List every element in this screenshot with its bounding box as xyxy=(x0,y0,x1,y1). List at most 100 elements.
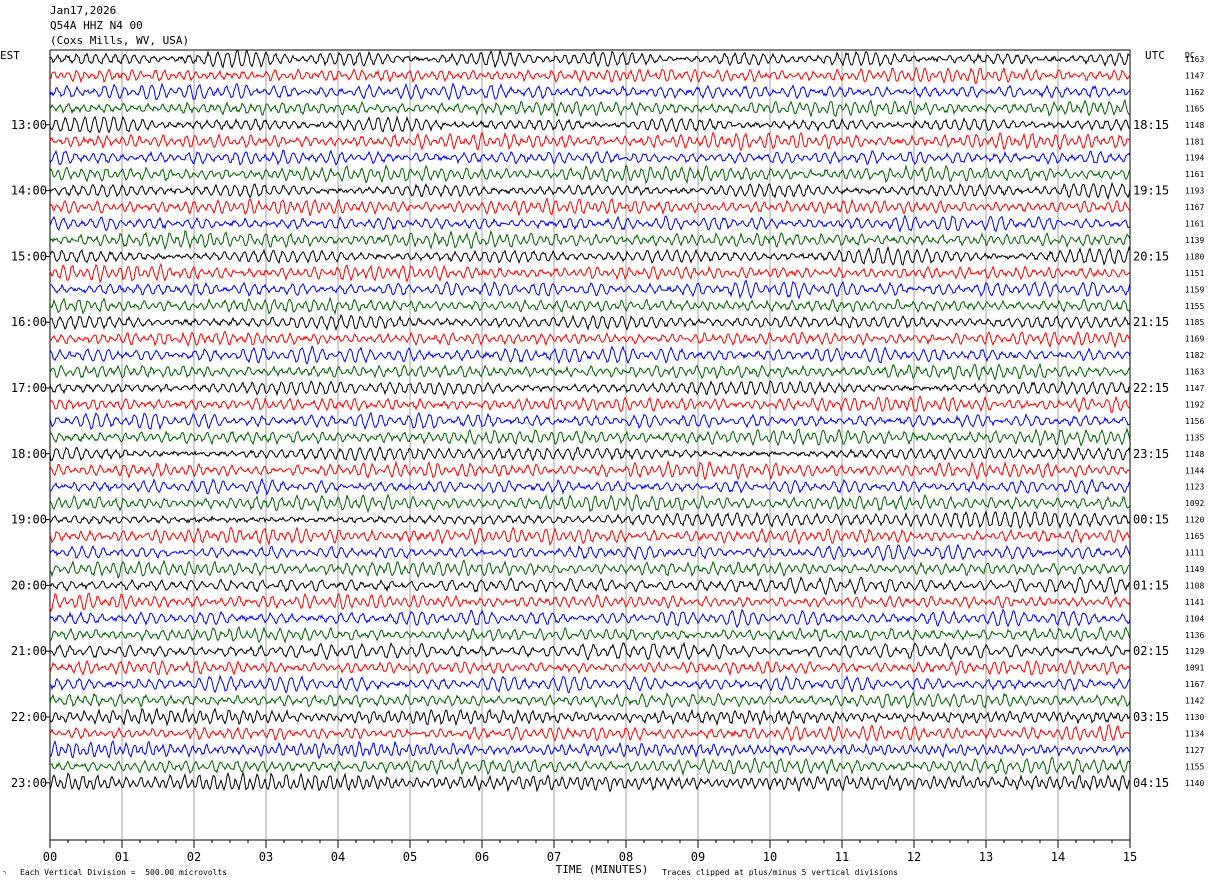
seismic-trace xyxy=(49,493,1131,514)
x-tick-label: 14 xyxy=(1051,850,1065,864)
x-tick-label: 12 xyxy=(907,850,921,864)
seismic-trace xyxy=(49,313,1131,332)
seismic-trace xyxy=(49,380,1131,397)
seismic-trace xyxy=(49,279,1131,300)
x-tick-label: 13 xyxy=(979,850,993,864)
dc-offset-label: 1185 xyxy=(1185,318,1204,327)
x-tick-label: 01 xyxy=(115,850,129,864)
seismic-trace xyxy=(49,509,1131,530)
dc-offset-label: 1165 xyxy=(1185,104,1204,113)
dc-offset-label: 1147 xyxy=(1185,71,1204,80)
x-tick-label: 04 xyxy=(331,850,345,864)
seismic-trace xyxy=(49,245,1131,266)
left-hour-label: 20:00 xyxy=(11,578,47,592)
dc-offset-label: 1140 xyxy=(1185,779,1204,788)
dc-offset-label: 1134 xyxy=(1185,729,1204,738)
right-timezone-label: UTC xyxy=(1145,49,1165,62)
seismic-trace xyxy=(49,771,1131,793)
dc-offset-label: 1129 xyxy=(1185,647,1204,656)
dc-offset-label: 1091 xyxy=(1185,664,1204,673)
seismic-trace xyxy=(49,99,1131,118)
seismic-trace xyxy=(49,362,1131,382)
x-tick-label: 05 xyxy=(403,850,417,864)
dc-offset-label: 1148 xyxy=(1185,121,1204,130)
seismic-trace xyxy=(49,526,1130,547)
right-hour-label: 18:15 xyxy=(1133,118,1169,132)
x-tick-label: 15 xyxy=(1123,850,1137,864)
seismic-trace xyxy=(49,411,1131,431)
seismic-trace xyxy=(49,49,1131,69)
seismic-trace xyxy=(49,149,1131,166)
dc-offset-label: 1139 xyxy=(1185,236,1204,245)
seismic-trace xyxy=(49,181,1131,201)
dc-offset-label: 1193 xyxy=(1185,187,1204,196)
right-hour-label: 19:15 xyxy=(1133,184,1169,198)
seismic-trace xyxy=(49,641,1131,661)
dc-header-label: DC xyxy=(1185,51,1195,60)
dc-offset-label: 1161 xyxy=(1185,170,1204,179)
dc-offset-label: 1130 xyxy=(1185,713,1204,722)
left-hour-label: 23:00 xyxy=(11,776,47,790)
dc-offset-label: 1155 xyxy=(1185,762,1204,771)
right-hour-label: 23:15 xyxy=(1133,447,1169,461)
seismic-trace xyxy=(49,446,1131,462)
trace-layer xyxy=(49,49,1131,793)
dc-offset-label: 1111 xyxy=(1185,549,1204,558)
clip-note: Traces clipped at plus/minus 5 vertical … xyxy=(662,868,899,877)
dc-offset-label: 1108 xyxy=(1185,581,1204,590)
chart-title-date: Jan17,2026 xyxy=(50,4,117,17)
dc-offset-label: 1167 xyxy=(1185,203,1204,212)
left-hour-label: 16:00 xyxy=(11,315,47,329)
right-hour-label: 02:15 xyxy=(1133,644,1169,658)
seismic-trace xyxy=(49,608,1131,629)
seismic-trace xyxy=(49,395,1131,414)
x-tick-label: 11 xyxy=(835,850,849,864)
right-hour-label: 04:15 xyxy=(1133,776,1169,790)
dc-offset-label: 1141 xyxy=(1185,598,1204,607)
x-tick-label: 07 xyxy=(547,850,561,864)
dc-offset-label: 1180 xyxy=(1185,252,1204,261)
dc-offset-label: 1147 xyxy=(1185,384,1204,393)
dc-offset-label: 1155 xyxy=(1185,302,1204,311)
dc-offset-label: 1104 xyxy=(1185,614,1204,623)
seismic-trace xyxy=(49,459,1131,481)
x-tick-label: 03 xyxy=(259,850,273,864)
seismic-trace xyxy=(49,691,1131,709)
seismic-trace xyxy=(49,296,1131,316)
seismic-trace xyxy=(49,543,1131,562)
x-axis-title: TIME (MINUTES) xyxy=(556,863,649,876)
seismic-trace xyxy=(49,197,1131,217)
right-hour-label: 21:15 xyxy=(1133,315,1169,329)
dc-offset-label: 1148 xyxy=(1185,450,1204,459)
seismic-trace xyxy=(49,427,1131,448)
seismic-trace xyxy=(49,576,1131,596)
scale-note: Each Vertical Division = 500.00 microvol… xyxy=(20,868,228,877)
right-hour-label: 20:15 xyxy=(1133,249,1169,263)
seismic-trace xyxy=(49,559,1131,579)
dc-offset-label: 1127 xyxy=(1185,746,1204,755)
dc-offset-label: 1169 xyxy=(1185,335,1204,344)
left-hour-label: 21:00 xyxy=(11,644,47,658)
dc-offset-label: 1159 xyxy=(1185,285,1204,294)
dc-offset-label: 1151 xyxy=(1185,269,1204,278)
dc-offset-label: 1162 xyxy=(1185,88,1204,97)
left-hour-label: 18:00 xyxy=(11,447,47,461)
label-layer: 00 01 02 03 04 05 06 07 08 09 10 11 12 13 14 15 1163 1147… xyxy=(11,55,1205,864)
dc-offset-label: 1149 xyxy=(1185,565,1204,574)
dc-offset-label: 1161 xyxy=(1185,220,1204,229)
grid-layer xyxy=(46,49,1131,848)
dc-offset-label: 1167 xyxy=(1185,680,1204,689)
corner-mark-icon: ⌝ xyxy=(2,870,7,879)
left-hour-label: 13:00 xyxy=(11,118,47,132)
seismic-trace xyxy=(49,740,1131,760)
seismic-trace xyxy=(49,724,1131,742)
left-hour-label: 14:00 xyxy=(11,184,47,198)
right-hour-label: 00:15 xyxy=(1133,513,1169,527)
dc-offset-label: 1142 xyxy=(1185,697,1204,706)
seismic-trace xyxy=(49,82,1131,101)
seismic-trace xyxy=(49,131,1131,152)
dc-offset-label: 1123 xyxy=(1185,483,1204,492)
left-hour-label: 17:00 xyxy=(11,381,47,395)
x-tick-label: 06 xyxy=(475,850,489,864)
dc-offset-label: 1135 xyxy=(1185,433,1204,442)
